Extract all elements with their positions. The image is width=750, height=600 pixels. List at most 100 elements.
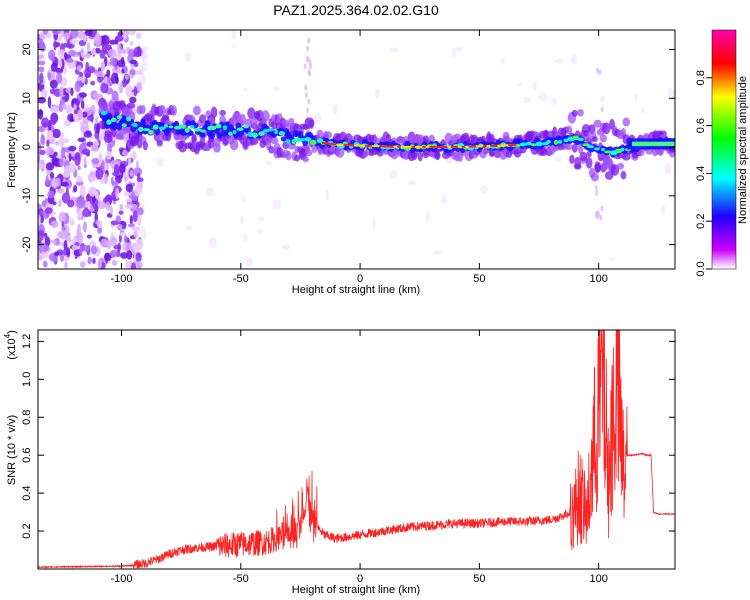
spectrogram-speckle [137, 215, 142, 227]
spectrogram-speckle [39, 110, 44, 116]
spectrogram-halo [617, 162, 625, 170]
spectrogram-hot [421, 145, 427, 149]
spectrogram-halo [605, 158, 613, 165]
spectrogram-speckle [454, 47, 464, 52]
spectrogram-halo [417, 150, 423, 162]
spectrogram-speckle [555, 157, 562, 162]
spectrogram-speckle [87, 65, 96, 74]
spectrogram-hot [346, 143, 352, 147]
spectrogram-peak [274, 129, 279, 135]
snr-point [502, 520, 504, 523]
x-tick-label: 50 [473, 273, 485, 285]
spectrogram-speckle [92, 91, 100, 99]
spectrogram-speckle [38, 214, 41, 223]
spectrogram-speckle [123, 235, 128, 244]
spectrogram-halo [599, 134, 608, 143]
spectrogram-halo [142, 140, 148, 151]
spectrogram-peak [106, 119, 112, 125]
spectrogram-peak [152, 124, 159, 130]
spectrogram-hot [396, 145, 402, 149]
spectrogram-speckle [62, 172, 70, 178]
snr-y-ticks: 0.2 0.4 0.6 0.8 1.0 1.2 [21, 334, 675, 539]
spectrogram-speckle [119, 231, 127, 237]
spectrogram-speckle [51, 156, 58, 165]
spectrogram-speckle [132, 210, 138, 223]
spectrogram-core [280, 136, 287, 142]
x-tick-label: -50 [233, 573, 249, 585]
spectrogram-speckle [84, 77, 88, 86]
spectrogram-speckle [103, 173, 109, 185]
spectrogram-speckle [101, 34, 110, 46]
spectrogram-speckle [83, 156, 87, 166]
spectrogram-speckle [111, 180, 119, 187]
spectrogram-hot [429, 145, 435, 149]
spectrogram-hot [368, 144, 374, 148]
spectrogram-speckle [141, 48, 147, 60]
snr-point [192, 547, 194, 549]
multiplier-close: ) [6, 330, 18, 334]
spectrogram-halo [571, 109, 578, 117]
spectrogram-halo [229, 139, 239, 151]
snr-point [359, 534, 361, 536]
x-tick-label: 50 [473, 573, 485, 585]
spectrogram-speckle [52, 30, 61, 35]
spectrogram-speckle [281, 244, 291, 250]
spectrogram-peak [267, 128, 275, 132]
spectrogram-speckle [60, 146, 66, 159]
spectrogram-hot [371, 144, 377, 148]
spectrogram-speckle [594, 184, 598, 191]
spectrogram-hot [454, 145, 460, 149]
spectrogram-speckle [600, 95, 606, 104]
spectrogram-speckle [304, 84, 308, 91]
spectrogram-halo [308, 119, 315, 128]
spectrogram-peak [163, 124, 169, 128]
spectrogram-peak [116, 114, 123, 120]
spectrogram-speckle [50, 105, 60, 114]
spectrogram-halo [126, 102, 136, 109]
spectrogram-speckle [40, 251, 47, 259]
spectrogram-peak [525, 141, 533, 146]
snr-point [526, 520, 528, 523]
spectrogram-speckle [185, 225, 193, 230]
spectrogram-peak [184, 127, 190, 133]
spectrogram-speckle [90, 48, 96, 56]
spectrogram-speckle [68, 153, 72, 162]
spectrogram-speckle [231, 30, 237, 40]
spectrogram-peak [126, 116, 132, 122]
spectrogram-peak [286, 139, 291, 144]
spectrogram-speckle [69, 218, 75, 226]
spectrogram-speckle [91, 157, 100, 165]
spectrogram-speckle [47, 72, 52, 81]
spectrogram-speckle [59, 86, 64, 98]
spectrogram-speckle [67, 199, 75, 208]
spectrogram-peak [572, 135, 580, 141]
spectrogram-peak [110, 117, 117, 123]
spectrogram-hot [339, 143, 345, 147]
snr-point [335, 538, 337, 540]
spectrogram-speckle [135, 160, 139, 169]
spectrogram-speckle [69, 38, 79, 45]
spectrogram-speckle [38, 125, 46, 133]
spectrogram-speckle [129, 214, 133, 225]
spectrogram-speckle [538, 92, 548, 102]
spectrogram-hot [443, 145, 449, 149]
spectrogram-speckle [45, 207, 53, 214]
spectrogram-speckle [95, 220, 101, 225]
svg-text:(x104): (x104) [3, 330, 18, 360]
spectrogram-hot [425, 145, 431, 149]
snr-point [180, 549, 182, 551]
x-tick-label: 100 [589, 573, 607, 585]
spectrogram-speckle [389, 47, 399, 53]
spectrogram-peak [604, 150, 612, 154]
spectrogram-speckle [65, 187, 69, 195]
spectrogram-speckle [660, 204, 666, 216]
x-tick-label: -100 [110, 573, 132, 585]
spectrogram-x-label: Height of straight line (km) [292, 284, 420, 296]
spectrogram-speckle [634, 93, 638, 102]
spectrogram-speckle [38, 60, 46, 66]
spectrogram-halo [581, 123, 591, 134]
spectrogram-speckle [65, 105, 73, 113]
snr-point [275, 538, 278, 540]
spectrogram-halo [610, 164, 620, 176]
snr-point [287, 530, 290, 532]
